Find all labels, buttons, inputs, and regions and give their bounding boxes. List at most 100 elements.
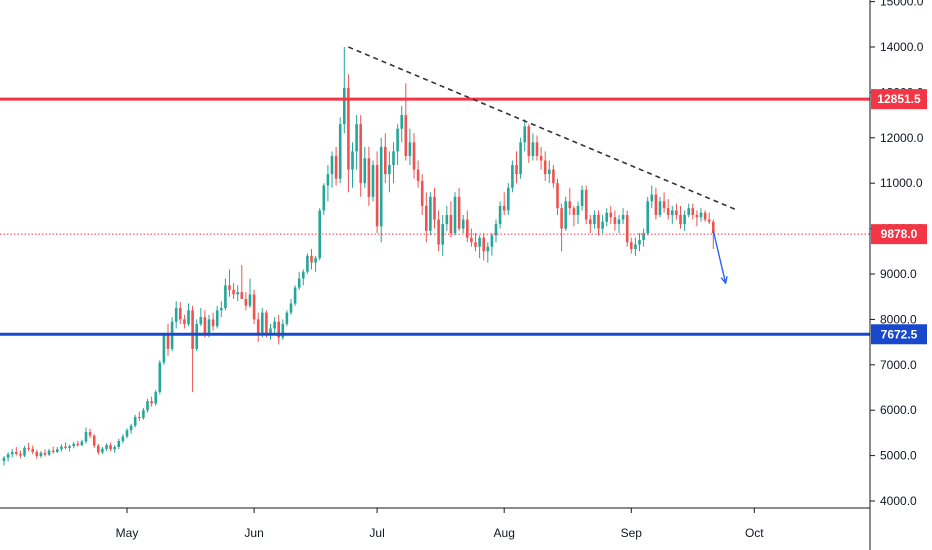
price-badges: 12851.5 9878.0 7672.5 <box>871 89 927 345</box>
candle-body <box>543 160 547 175</box>
candle-body <box>39 452 43 457</box>
descending-trendline[interactable] <box>348 46 739 212</box>
candle-body <box>703 212 707 220</box>
candle-up <box>261 308 264 338</box>
candle-body <box>609 212 613 218</box>
candle-body <box>662 201 666 209</box>
candle-up <box>396 124 399 166</box>
x-axis[interactable]: May Jun Jul Aug Sep Oct <box>116 508 765 540</box>
candle-body <box>535 142 539 156</box>
candle-down <box>679 205 682 229</box>
candle-up <box>494 219 498 243</box>
candle-up <box>23 446 26 457</box>
candle-body <box>277 321 280 338</box>
candle-up <box>548 160 551 184</box>
candle-down <box>675 203 678 220</box>
candle-body <box>433 196 436 220</box>
candle-down <box>535 135 539 161</box>
candle-down <box>15 446 18 456</box>
candle-up <box>453 192 457 236</box>
candle-up <box>10 448 14 458</box>
candle-down <box>43 449 47 457</box>
candle-body <box>412 142 416 170</box>
candle-body <box>68 446 71 448</box>
candle-body <box>314 258 317 263</box>
candle-body <box>371 165 375 197</box>
candle-up <box>285 310 289 327</box>
candle-body <box>441 224 444 245</box>
candle-up <box>68 444 71 452</box>
candle-body <box>576 205 580 215</box>
candle-body <box>384 146 387 175</box>
candle-up <box>523 119 526 152</box>
candle-body <box>416 169 420 181</box>
candle-body <box>232 289 235 295</box>
candle-body <box>195 323 198 349</box>
horizontal-levels <box>0 97 870 336</box>
candle-down <box>412 133 416 179</box>
candle-up <box>224 278 227 311</box>
candle-down <box>556 178 559 215</box>
candle-body <box>203 317 207 334</box>
candle-up <box>441 214 444 256</box>
y-tick-label: 15000.0 <box>880 0 924 9</box>
candle-body <box>355 124 358 152</box>
candle-body <box>453 196 457 234</box>
candle-up <box>330 151 334 188</box>
support-badge-bg <box>871 324 927 345</box>
candle-down <box>183 314 186 329</box>
candle-body <box>6 454 10 458</box>
candle-up <box>84 427 88 444</box>
resistance-price-badge: 12851.5 <box>871 89 927 110</box>
candle-body <box>597 214 600 229</box>
candle-body <box>445 214 449 225</box>
candle-up <box>121 434 125 444</box>
candle-down <box>654 187 658 220</box>
candle-down <box>277 314 280 345</box>
candle-down <box>560 203 563 252</box>
candle-body <box>269 328 272 334</box>
candle-body <box>580 190 584 206</box>
candle-body <box>638 239 641 245</box>
candle-body <box>507 187 510 211</box>
candle-up <box>511 160 514 193</box>
candle-body <box>35 451 39 457</box>
candle-up <box>408 128 412 166</box>
candle-down <box>109 442 112 452</box>
candle-down <box>138 411 141 422</box>
candle-body <box>80 441 84 446</box>
candle-body <box>502 205 506 211</box>
candle-body <box>658 201 662 215</box>
candle-down <box>92 434 96 448</box>
candle-body <box>548 169 551 175</box>
candle-body <box>224 285 227 309</box>
candle-body <box>474 242 477 247</box>
candle-down <box>375 151 379 234</box>
y-tick-label: 6000.0 <box>880 403 917 417</box>
candle-body <box>613 217 617 225</box>
candle-body <box>461 219 465 229</box>
candle-body <box>359 124 362 184</box>
candle-body <box>310 255 313 263</box>
candle-up <box>269 323 272 340</box>
candle-down <box>515 151 518 184</box>
candle-up <box>56 446 59 453</box>
candle-body <box>572 208 576 215</box>
candle-body <box>691 208 695 215</box>
projection-arrow[interactable] <box>712 230 728 285</box>
candle-body <box>211 319 215 327</box>
candle-body <box>215 310 219 327</box>
candle-up <box>621 208 625 225</box>
candle-up <box>519 137 522 179</box>
candle-body <box>244 298 248 306</box>
candle-body <box>388 165 391 175</box>
candle-up <box>601 214 604 234</box>
candle-down <box>502 192 506 215</box>
candle-body <box>240 292 244 299</box>
candle-body <box>179 308 182 320</box>
x-tick-label: Sep <box>621 526 643 540</box>
candle-body <box>564 201 567 229</box>
